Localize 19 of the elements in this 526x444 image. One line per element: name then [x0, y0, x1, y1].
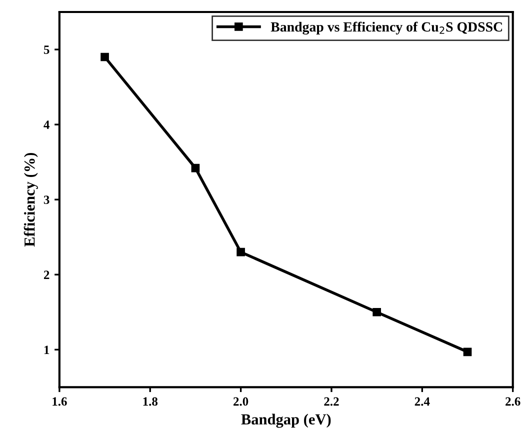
x-tick-label: 1.8	[143, 397, 158, 406]
x-tick-label: 2.2	[324, 397, 339, 406]
point	[372, 308, 381, 316]
point	[463, 348, 472, 356]
x-tick-label: 1.6	[52, 397, 67, 406]
point	[236, 248, 245, 256]
point	[100, 52, 109, 62]
y-tick-label: 1	[44, 346, 50, 354]
x-tick-label: 2.4	[414, 397, 430, 406]
x-tick-label: 2.0	[234, 397, 248, 406]
y-tick-label: 4	[44, 120, 50, 129]
x-axis-title: Bandgap (eV)	[241, 414, 331, 428]
legend-label: Bandgap vs Efficiency of Cu$_{2}$S QDSSC	[270, 22, 502, 35]
point	[191, 164, 200, 172]
y-axis-title: Efficiency (%)	[24, 152, 38, 247]
y-tick-label: 5	[44, 46, 50, 54]
x-tick-label: 2.6	[506, 397, 520, 406]
y-tick-label: 2	[44, 270, 50, 279]
y-tick-label: 3	[44, 196, 50, 204]
